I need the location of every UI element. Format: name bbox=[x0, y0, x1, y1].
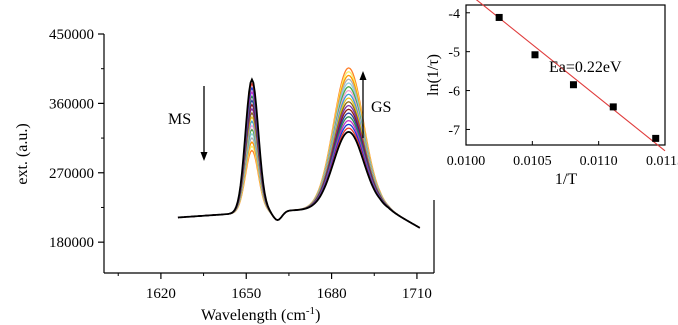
main-y-axis-title: ext. (a.u.) bbox=[14, 123, 31, 184]
spectrum-line bbox=[177, 77, 421, 229]
inset-x-tick-label: 0.0115 bbox=[646, 154, 678, 169]
y-tick-label: 180000 bbox=[49, 235, 94, 251]
y-tick-label: 360000 bbox=[49, 96, 94, 112]
main-axes bbox=[103, 34, 435, 274]
inset-y-tick-label: -7 bbox=[448, 123, 460, 138]
y-tick-label: 450000 bbox=[49, 27, 94, 43]
inset-point bbox=[652, 134, 660, 142]
inset-ticks bbox=[465, 12, 666, 145]
x-tick-label: 1680 bbox=[317, 286, 347, 302]
inset-x-tick-label: 0.0110 bbox=[580, 154, 618, 169]
inset-point bbox=[609, 103, 617, 111]
ms-annotation: MS bbox=[168, 86, 208, 161]
inset-points bbox=[495, 13, 660, 142]
ms-arrow-head bbox=[200, 152, 208, 161]
spectrum-line bbox=[177, 98, 421, 229]
x-tick-label: 1710 bbox=[402, 286, 432, 302]
inset-annotation: Ea=0.22eV bbox=[549, 59, 622, 76]
inset-x-tick-label: 0.0105 bbox=[513, 154, 552, 169]
spectrum-line bbox=[177, 97, 421, 229]
inset-point bbox=[569, 81, 577, 89]
x-tick-label: 1620 bbox=[146, 286, 176, 302]
inset-point bbox=[495, 13, 503, 21]
inset-y-tick-label: -5 bbox=[448, 46, 460, 61]
x-tick-label: 1650 bbox=[231, 286, 261, 302]
inset-x-axis-title: 1/T bbox=[555, 171, 577, 188]
inset-tick-labels: 0.0100 0.0105 0.0110 0.0115 -4 -5 -6 -7 bbox=[447, 7, 678, 169]
gs-arrow-head bbox=[359, 71, 367, 80]
main-x-axis-title-text: Wavelength (cm bbox=[201, 307, 306, 324]
main-tick-labels: 180000 270000 360000 450000 1620 1650 1680 1710 bbox=[49, 27, 432, 302]
ms-label: MS bbox=[168, 111, 191, 128]
inset-x-tick-label: 0.0100 bbox=[447, 154, 486, 169]
inset-y-tick-label: -4 bbox=[448, 7, 460, 22]
inset-frame bbox=[465, 4, 666, 146]
main-x-axis-title-sup: -1 bbox=[306, 305, 315, 317]
main-x-axis-title-close: ) bbox=[315, 307, 320, 324]
main-x-axis-title: Wavelength (cm-1) bbox=[201, 305, 320, 324]
y-tick-label: 270000 bbox=[49, 166, 94, 182]
main-ticks bbox=[98, 33, 418, 279]
inset-chart: 0.0100 0.0105 0.0110 0.0115 -4 -5 -6 -7 Ea=0.22… bbox=[425, 0, 678, 188]
inset-point bbox=[531, 51, 539, 59]
inset-y-tick-label: -6 bbox=[448, 85, 460, 100]
gs-label: GS bbox=[371, 99, 391, 116]
spectra-series bbox=[177, 67, 421, 229]
inset-y-axis-title: ln(1/τ) bbox=[425, 54, 442, 96]
gs-annotation: GS bbox=[359, 71, 391, 138]
